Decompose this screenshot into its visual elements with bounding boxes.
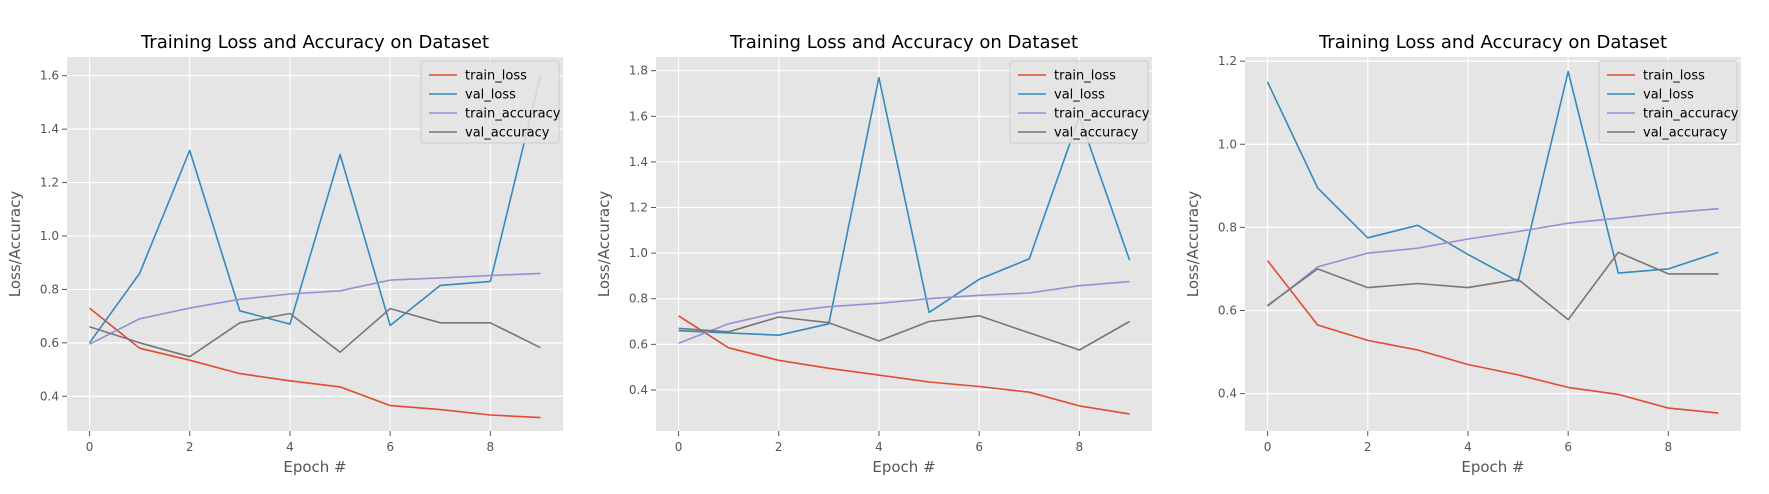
y-tick-label: 1.8	[629, 64, 648, 78]
y-tick-label: 1.4	[40, 122, 59, 136]
y-tick-label: 1.2	[629, 201, 648, 215]
legend-label: train_loss	[1643, 69, 1705, 84]
y-tick-label: 1.0	[1218, 137, 1237, 151]
x-tick-label: 0	[86, 440, 94, 454]
legend-label: train_loss	[465, 69, 527, 84]
y-tick-label: 0.4	[629, 383, 648, 397]
series-line-train-loss	[89, 307, 541, 419]
y-axis-label: Loss/Accuracy	[1184, 191, 1202, 298]
legend-label: val_accuracy	[1054, 126, 1139, 141]
chart-title: Training Loss and Accuracy on Dataset	[140, 32, 489, 53]
series-line-val-accuracy	[1267, 251, 1719, 321]
legend-label: val_loss	[465, 88, 516, 103]
x-tick-label: 8	[1665, 440, 1673, 454]
x-tick-label: 6	[1564, 440, 1572, 454]
x-tick-label: 8	[1076, 440, 1084, 454]
y-tick-label: 0.4	[40, 389, 59, 403]
y-tick-label: 1.6	[629, 109, 648, 123]
x-axis-label: Epoch #	[283, 458, 346, 476]
y-axis-label: Loss/Accuracy	[6, 191, 24, 298]
legend-label: val_loss	[1643, 88, 1694, 103]
series-line-train-loss	[1266, 260, 1719, 414]
x-tick-label: 4	[286, 440, 294, 454]
x-tick-label: 6	[975, 440, 983, 454]
y-tick-label: 0.8	[1218, 220, 1237, 234]
y-tick-label: 1.6	[40, 69, 59, 83]
chart-1: 0.4 0.6 0.8 1.0 1.2 1.4 1.6 0 2 4 6 8 Training Loss …	[6, 32, 563, 476]
legend-label: train_accuracy	[1643, 107, 1739, 122]
legend-box	[420, 60, 560, 144]
x-tick-label: 4	[875, 440, 883, 454]
legend-label: val_loss	[1054, 88, 1105, 103]
y-tick-label: 0.8	[629, 292, 648, 306]
chart-3: 0.4 0.6 0.8 1.0 1.2 0 2 4 6 8 Training Loss and Ac…	[1184, 32, 1741, 476]
x-tick-label: 2	[186, 440, 194, 454]
y-tick-label: 0.8	[40, 282, 59, 296]
chart-title: Training Loss and Accuracy on Dataset	[729, 32, 1078, 53]
series-line-val-accuracy	[89, 307, 541, 358]
x-tick-label: 8	[487, 440, 495, 454]
x-tick-label: 6	[386, 440, 394, 454]
y-tick-label: 1.4	[629, 155, 648, 169]
series-line-train-accuracy	[1267, 207, 1719, 307]
y-tick-label: 0.6	[40, 336, 59, 350]
x-axis-label: Epoch #	[1461, 458, 1524, 476]
series-line-train-accuracy	[678, 280, 1130, 344]
y-tick-label: 0.6	[629, 337, 648, 351]
series-line-val-loss	[88, 75, 542, 344]
series-line-train-loss	[678, 315, 1130, 415]
chart-title: Training Loss and Accuracy on Dataset	[1318, 32, 1667, 53]
legend-label: train_accuracy	[1054, 107, 1150, 122]
y-axis-label: Loss/Accuracy	[595, 191, 613, 298]
y-tick-label: 0.4	[1218, 387, 1237, 401]
y-tick-label: 1.2	[1218, 54, 1237, 68]
legend-label: train_loss	[1054, 69, 1116, 84]
series-line-val-loss	[1266, 70, 1719, 283]
y-tick-label: 1.2	[40, 176, 59, 190]
x-axis-label: Epoch #	[872, 458, 935, 476]
legend-label: val_accuracy	[1643, 126, 1728, 141]
legend-box	[1598, 60, 1738, 144]
legend-box	[1009, 60, 1149, 144]
legend: train_loss val_loss train_accuracy val_accu…	[420, 60, 561, 144]
x-tick-label: 2	[1364, 440, 1372, 454]
x-tick-label: 0	[675, 440, 683, 454]
legend-label: train_accuracy	[465, 107, 561, 122]
y-tick-label: 0.6	[1218, 303, 1237, 317]
y-tick-label: 1.0	[629, 246, 648, 260]
x-tick-label: 4	[1464, 440, 1472, 454]
x-tick-label: 2	[775, 440, 783, 454]
legend: train_loss val_loss train_accuracy val_accu…	[1598, 60, 1739, 144]
chart-2: 0.4 0.6 0.8 1.0 1.2 1.4 1.6 1.8 0 2 4 6 8 Training Lo…	[595, 32, 1152, 476]
series-line-val-accuracy	[678, 314, 1130, 351]
x-tick-label: 0	[1264, 440, 1272, 454]
legend: train_loss val_loss train_accuracy val_accu…	[1009, 60, 1150, 144]
series-line-train-accuracy	[89, 272, 541, 345]
legend-label: val_accuracy	[465, 126, 550, 141]
y-tick-label: 1.0	[40, 229, 59, 243]
series-line-val-loss	[678, 76, 1131, 337]
